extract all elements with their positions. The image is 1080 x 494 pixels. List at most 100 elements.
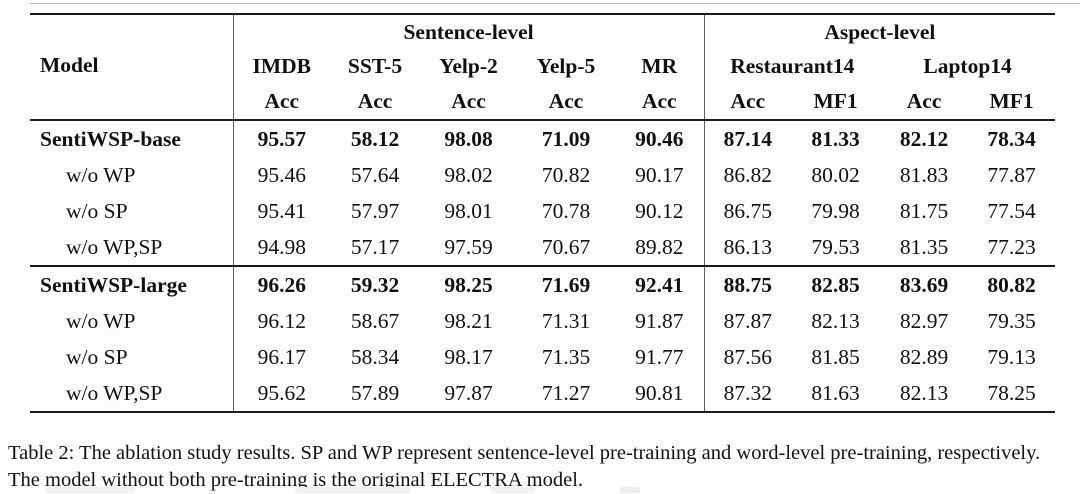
- page-crop-bottom-artifact: [620, 487, 640, 493]
- value-cell: 77.23: [987, 234, 1036, 259]
- value-cell: 86.82: [703, 157, 792, 193]
- metric-header-yelp5-acc: Acc: [548, 89, 584, 113]
- col-header-laptop14: Laptop14: [923, 54, 1012, 78]
- table-block-large: SentiWSP-large 96.26 59.32 98.25 71.69 92.41 8…: [30, 266, 1055, 412]
- value-cell: 87.87: [703, 303, 792, 339]
- value-cell: 58.67: [350, 308, 400, 333]
- value-cell: 91.87: [635, 308, 684, 333]
- model-cell: w/o WP,SP: [66, 380, 163, 405]
- value-cell: 70.82: [541, 162, 591, 187]
- value-cell: 78.25: [987, 380, 1036, 405]
- value-cell: 96.17: [232, 339, 330, 375]
- col-header-imdb: IMDB: [232, 49, 330, 84]
- value-cell: 71.31: [541, 308, 591, 333]
- table-row: w/o WP 95.46 57.64 98.02 70.82 90.17 86.82 80.0…: [30, 157, 1055, 193]
- value-cell: 95.62: [232, 375, 330, 412]
- page-crop-top-rule: [30, 3, 1080, 4]
- value-cell: 57.17: [350, 234, 400, 259]
- table-caption: Table 2: The ablation study results. SP …: [8, 441, 1041, 491]
- col-header-yelp5: Yelp-5: [536, 54, 596, 78]
- value-cell: 90.81: [635, 380, 684, 405]
- value-cell: 87.32: [703, 375, 792, 412]
- value-cell: 97.87: [444, 380, 493, 405]
- header-group-row: Sentence-level Aspect-level: [30, 14, 1056, 49]
- col-header-sst5: SST-5: [347, 54, 403, 78]
- value-cell: 81.83: [899, 162, 949, 187]
- value-cell: 82.85: [811, 272, 860, 297]
- value-cell: 81.85: [811, 344, 860, 369]
- table-row: w/o WP,SP 95.62 57.89 97.87 71.27 90.81 87.32 8…: [30, 375, 1055, 412]
- value-cell: 77.54: [987, 198, 1036, 223]
- value-cell: 77.87: [987, 162, 1036, 187]
- value-cell: 79.35: [987, 308, 1036, 333]
- table-row: w/o SP 96.17 58.34 98.17 71.35 91.77 87.56 81.8…: [30, 339, 1055, 375]
- table-row: w/o WP,SP 94.98 57.17 97.59 70.67 89.82 86.13 7…: [30, 229, 1055, 266]
- value-cell: 90.12: [635, 198, 684, 223]
- metric-header-restaurant14-mf1: MF1: [813, 89, 858, 113]
- table-row: SentiWSP-large 96.26 59.32 98.25 71.69 92.41 8…: [30, 266, 1055, 303]
- value-cell: 82.13: [811, 308, 860, 333]
- col-header-model: Model: [40, 53, 99, 77]
- value-cell: 82.12: [899, 126, 949, 151]
- value-cell: 98.21: [444, 308, 493, 333]
- model-cell: SentiWSP-large: [40, 272, 187, 297]
- page-crop-bottom-artifact: [45, 487, 135, 493]
- model-cell: w/o WP: [66, 162, 136, 187]
- value-cell: 82.97: [899, 308, 949, 333]
- value-cell: 87.14: [703, 120, 792, 157]
- value-cell: 95.57: [232, 120, 330, 157]
- value-cell: 71.09: [541, 126, 591, 151]
- table-header: Sentence-level Aspect-level Model IMDB S…: [30, 14, 1056, 120]
- value-cell: 78.34: [987, 126, 1036, 151]
- header-metric-row: Acc Acc Acc Acc Acc Acc MF1 Acc MF1: [30, 84, 1055, 120]
- value-cell: 94.98: [232, 229, 330, 266]
- col-group-sentence-level: Sentence-level: [232, 14, 705, 49]
- model-cell: w/o WP: [66, 308, 136, 333]
- value-cell: 57.64: [350, 162, 400, 187]
- value-cell: 81.35: [899, 234, 949, 259]
- value-cell: 86.75: [703, 193, 792, 229]
- col-group-aspect-level: Aspect-level: [703, 14, 1056, 49]
- value-cell: 70.78: [541, 198, 591, 223]
- value-cell: 70.67: [541, 234, 591, 259]
- value-cell: 81.63: [811, 380, 860, 405]
- col-header-yelp2: Yelp-2: [439, 54, 498, 78]
- value-cell: 98.25: [444, 272, 493, 297]
- col-header-restaurant14: Restaurant14: [703, 49, 881, 84]
- model-cell: SentiWSP-base: [40, 126, 181, 151]
- value-cell: 81.75: [899, 198, 949, 223]
- value-cell: 57.97: [350, 198, 400, 223]
- value-cell: 83.69: [899, 272, 949, 297]
- value-cell: 82.89: [899, 344, 949, 369]
- value-cell: 91.77: [635, 344, 684, 369]
- value-cell: 98.08: [444, 126, 493, 151]
- value-cell: 90.17: [635, 162, 684, 187]
- value-cell: 90.46: [635, 126, 684, 151]
- value-cell: 96.12: [232, 303, 330, 339]
- value-cell: 96.26: [232, 266, 330, 303]
- value-cell: 97.59: [444, 234, 493, 259]
- value-cell: 82.13: [899, 380, 949, 405]
- model-cell: w/o WP,SP: [66, 234, 163, 259]
- value-cell: 81.33: [811, 126, 860, 151]
- ablation-results-table: Sentence-level Aspect-level Model IMDB S…: [30, 13, 1056, 413]
- value-cell: 79.53: [811, 234, 860, 259]
- value-cell: 71.35: [541, 344, 591, 369]
- table-row: w/o WP 96.12 58.67 98.21 71.31 91.87 87.87 82.1…: [30, 303, 1055, 339]
- page-crop-bottom-artifact: [490, 487, 535, 493]
- value-cell: 80.02: [811, 162, 860, 187]
- header-dataset-row: Model IMDB SST-5 Yelp-2 Yelp-5 MR Restau…: [30, 49, 1055, 84]
- col-header-mr: MR: [641, 54, 678, 78]
- metric-header-yelp2-acc: Acc: [451, 89, 486, 113]
- value-cell: 71.69: [541, 272, 591, 297]
- value-cell: 92.41: [635, 272, 684, 297]
- metric-header-laptop14-mf1: MF1: [989, 89, 1034, 113]
- value-cell: 89.82: [635, 234, 684, 259]
- value-cell: 98.17: [444, 344, 493, 369]
- value-cell: 98.01: [444, 198, 493, 223]
- value-cell: 79.13: [987, 344, 1036, 369]
- value-cell: 71.27: [541, 380, 591, 405]
- table-block-base: SentiWSP-base 95.57 58.12 98.08 71.09 90.46 87…: [30, 120, 1056, 266]
- value-cell: 79.98: [811, 198, 860, 223]
